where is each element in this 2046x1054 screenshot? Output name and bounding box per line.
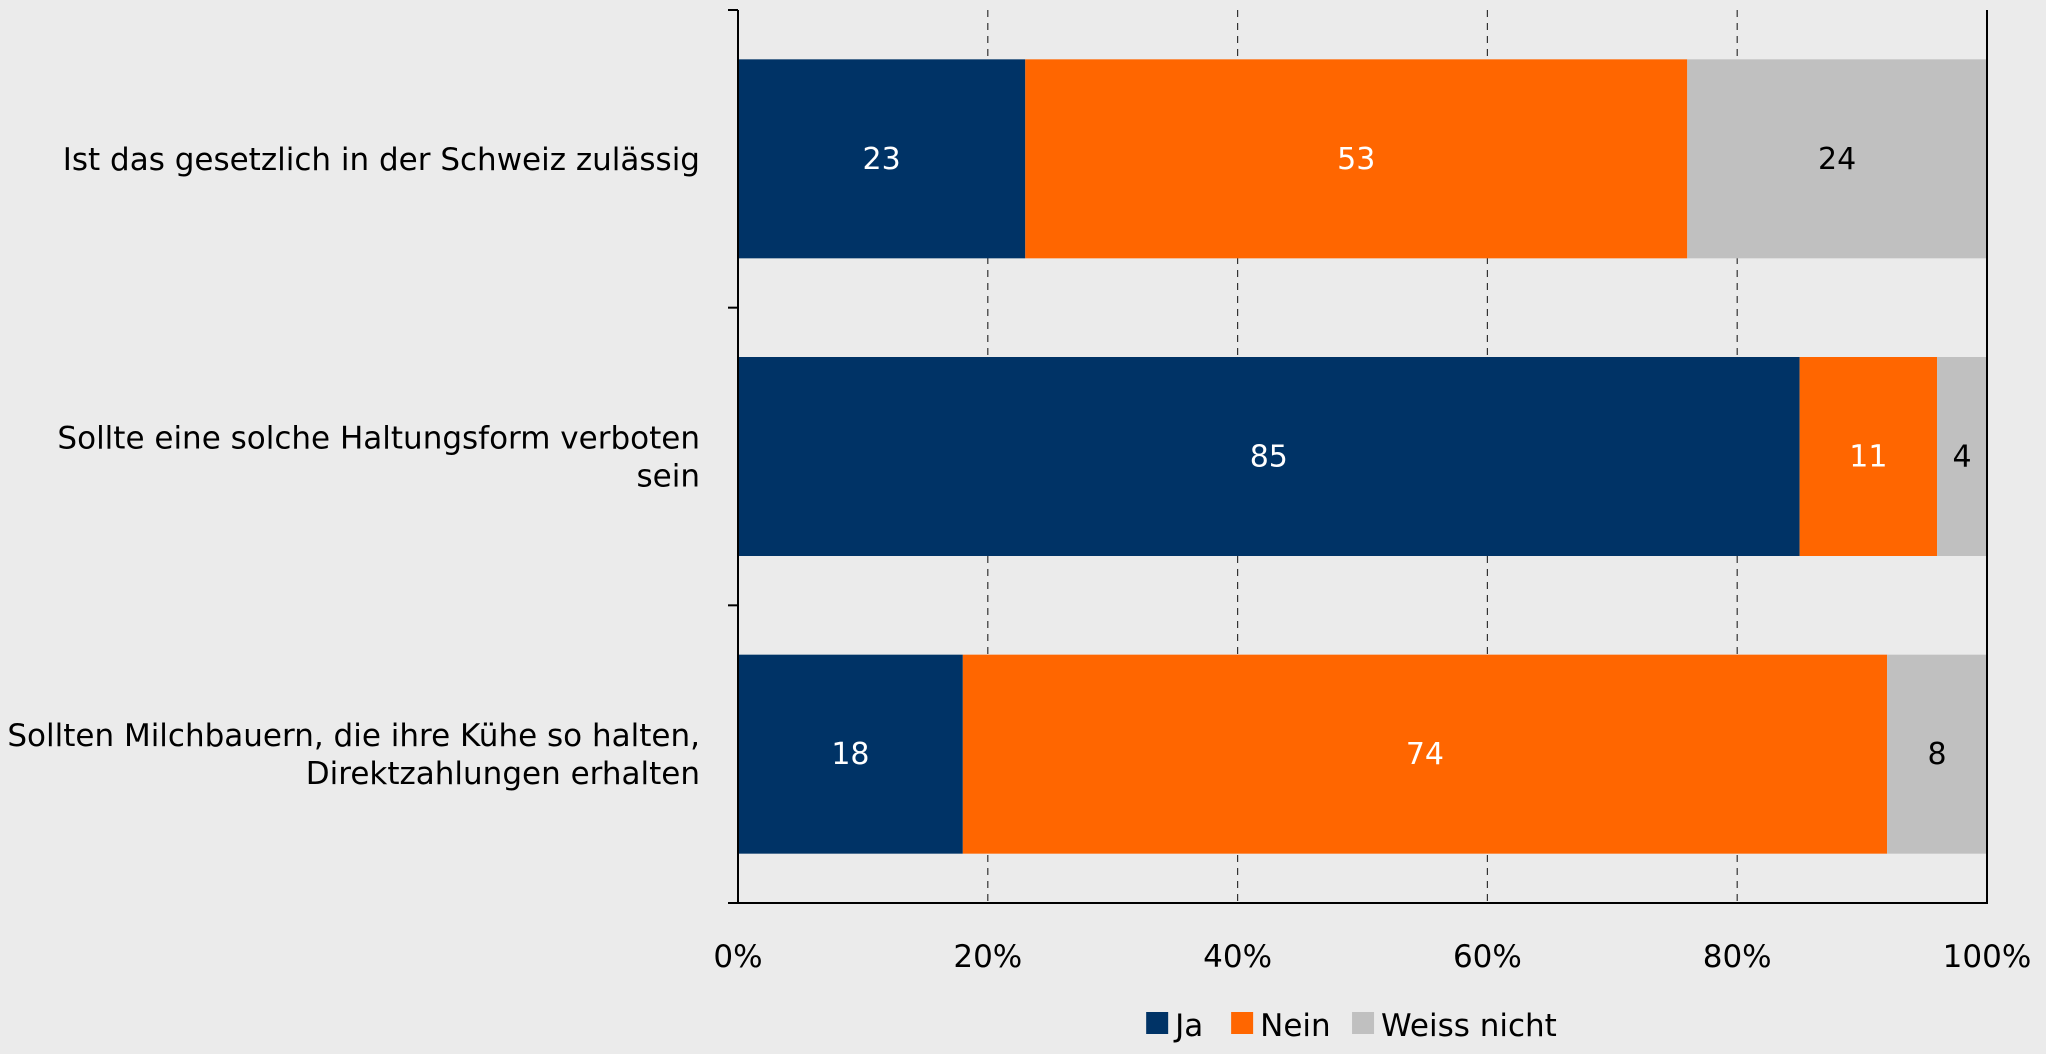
x-tick-label: 80% [1703, 939, 1772, 975]
data-label: 4 [1952, 440, 1971, 475]
data-label: 8 [1927, 737, 1946, 772]
bar-segment [738, 654, 963, 854]
x-tick-label: 20% [953, 939, 1022, 975]
legend-label: Ja [1173, 1008, 1203, 1044]
category-label: sein [637, 459, 700, 495]
bar-segment [1937, 357, 1987, 556]
category-label: Ist das gesetzlich in der Schweiz zuläss… [63, 142, 700, 178]
legend-label: Weiss nicht [1381, 1008, 1557, 1044]
bar-segment [1025, 59, 1688, 259]
bar-segment [738, 59, 1026, 259]
data-label: 53 [1337, 142, 1375, 177]
category-label: Sollte eine solche Haltungsform verboten [57, 421, 700, 457]
data-label: 74 [1406, 737, 1444, 772]
legend-label: Nein [1260, 1008, 1331, 1044]
bar-segment [1687, 59, 1987, 259]
x-tick-label: 0% [713, 939, 762, 975]
data-label: 18 [831, 737, 869, 772]
data-label: 23 [863, 142, 901, 177]
x-tick-label: 60% [1453, 939, 1522, 975]
legend-swatch [1231, 1012, 1254, 1034]
legend-swatch [1146, 1012, 1169, 1034]
category-label: Sollten Milchbauern, die ihre Kühe so ha… [7, 718, 700, 754]
data-label: 11 [1849, 440, 1887, 475]
legend-swatch [1352, 1012, 1375, 1034]
bar-segment [962, 654, 1888, 854]
x-tick-label: 100% [1943, 939, 2032, 975]
category-label: Direktzahlungen erhalten [306, 756, 700, 792]
data-label: 24 [1818, 142, 1856, 177]
x-tick-label: 40% [1203, 939, 1272, 975]
bar-segment [1887, 654, 1987, 854]
bar-segment [1799, 357, 1938, 556]
data-label: 85 [1250, 440, 1288, 475]
bar-segment [738, 357, 1800, 556]
